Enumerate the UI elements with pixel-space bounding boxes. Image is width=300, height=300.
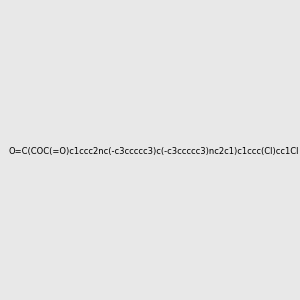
- Text: O=C(COC(=O)c1ccc2nc(-c3ccccc3)c(-c3ccccc3)nc2c1)c1ccc(Cl)cc1Cl: O=C(COC(=O)c1ccc2nc(-c3ccccc3)c(-c3ccccc…: [8, 147, 299, 156]
